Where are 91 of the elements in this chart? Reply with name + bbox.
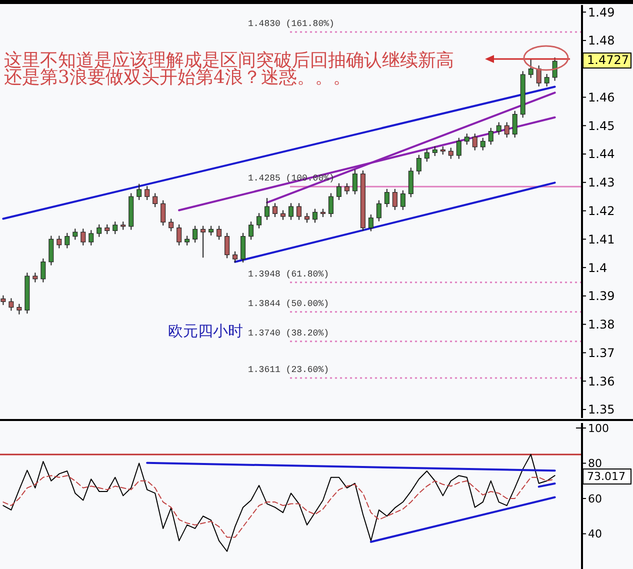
- ref-line-label: 1.3611 (23.60%): [248, 364, 330, 375]
- candlestick: [256, 212, 262, 229]
- candlestick: [488, 127, 494, 146]
- y-tick-label: 1.39: [588, 289, 615, 304]
- candlestick: [208, 225, 214, 236]
- candlestick: [200, 225, 206, 258]
- y-tick-label: 1.35: [588, 402, 615, 417]
- candlestick: [312, 208, 318, 224]
- candlestick: [400, 190, 406, 210]
- ref-line-label: 1.4830 (161.80%): [248, 18, 334, 29]
- candlestick: [176, 224, 182, 246]
- y-tick-label: 100: [588, 422, 609, 435]
- candlestick: [368, 214, 374, 232]
- candlestick: [8, 298, 14, 312]
- candlestick: [72, 228, 78, 240]
- candlestick: [504, 122, 510, 138]
- candlestick: [224, 232, 230, 259]
- y-tick-label: 1.49: [588, 5, 615, 20]
- candlestick: [472, 133, 478, 151]
- y-tick-label: 1.42: [588, 204, 615, 218]
- ref-line-label: 1.3844 (50.00%): [248, 298, 330, 309]
- y-tick-label: 1.41: [588, 232, 615, 246]
- candlestick: [88, 230, 94, 246]
- candlestick: [432, 146, 438, 157]
- y-tick-label: 1.48: [588, 34, 615, 48]
- candlestick: [136, 183, 142, 201]
- candlestick: [32, 272, 38, 283]
- line-series: [2, 475, 556, 538]
- candlestick: [384, 188, 390, 208]
- candlestick: [496, 122, 502, 136]
- y-tick-label: 1.44: [588, 147, 615, 162]
- candlestick: [152, 192, 158, 208]
- candlestick: [288, 202, 294, 220]
- candlestick: [64, 232, 70, 249]
- candlestick: [232, 250, 238, 263]
- y-tick-label: 40: [588, 528, 602, 541]
- candlestick: [96, 224, 102, 238]
- candlestick: [280, 210, 286, 220]
- candlestick: [552, 57, 558, 82]
- candlestick: [240, 232, 246, 263]
- candlestick: [392, 188, 398, 210]
- candlestick: [40, 258, 46, 283]
- candlestick: [448, 147, 454, 160]
- ref-line-label: 1.3740 (38.20%): [248, 328, 330, 338]
- candlestick: [112, 221, 118, 235]
- candlestick: [512, 110, 518, 138]
- candlestick: [48, 235, 54, 266]
- y-tick-label: 80: [588, 457, 602, 470]
- y-tick-label: 1.45: [588, 118, 615, 133]
- candlestick: [480, 137, 486, 151]
- y-tick-label: 60: [588, 492, 602, 506]
- candlestick: [296, 202, 302, 220]
- text: 1.4727: [587, 53, 629, 68]
- candlestick: [304, 212, 310, 224]
- candlestick: [456, 137, 462, 160]
- candlestick: [248, 221, 254, 240]
- candlestick: [376, 200, 382, 222]
- candlestick: [464, 133, 470, 146]
- text: 73.017: [587, 470, 626, 483]
- y-tick-label: 1.43: [588, 176, 615, 190]
- y-tick-label: 1.46: [588, 90, 615, 104]
- candlestick: [216, 225, 222, 240]
- y-tick-label: 1.38: [588, 318, 615, 332]
- candlestick: [192, 225, 198, 244]
- candlestick: [352, 169, 358, 195]
- candlestick: [336, 182, 342, 201]
- candlestick: [56, 235, 62, 249]
- candlestick: [408, 167, 414, 198]
- candlestick: [416, 154, 422, 175]
- candlestick: [160, 200, 166, 226]
- candlestick: [144, 186, 150, 201]
- ref-line-label: 1.3948 (61.80%): [248, 269, 330, 280]
- annotation: 欧元四小时: [168, 322, 243, 340]
- candlestick: [544, 73, 550, 87]
- line-series: [2, 454, 556, 552]
- candlestick: [272, 202, 278, 218]
- candlestick: [184, 235, 190, 246]
- candlestick: [344, 182, 350, 195]
- candlestick: [536, 64, 542, 87]
- candlestick: [16, 303, 22, 315]
- candlestick: [80, 228, 86, 246]
- candlestick: [104, 224, 110, 235]
- candlestick: [168, 218, 174, 232]
- y-tick-label: 1.36: [588, 374, 615, 388]
- candlestick: [424, 148, 430, 162]
- candlestick: [328, 192, 334, 218]
- y-tick-label: 1.37: [588, 346, 615, 360]
- candlestick: [264, 198, 270, 220]
- candlestick: [0, 294, 6, 306]
- y-tick-label: 1.4: [588, 260, 608, 275]
- candlestick: [528, 58, 534, 78]
